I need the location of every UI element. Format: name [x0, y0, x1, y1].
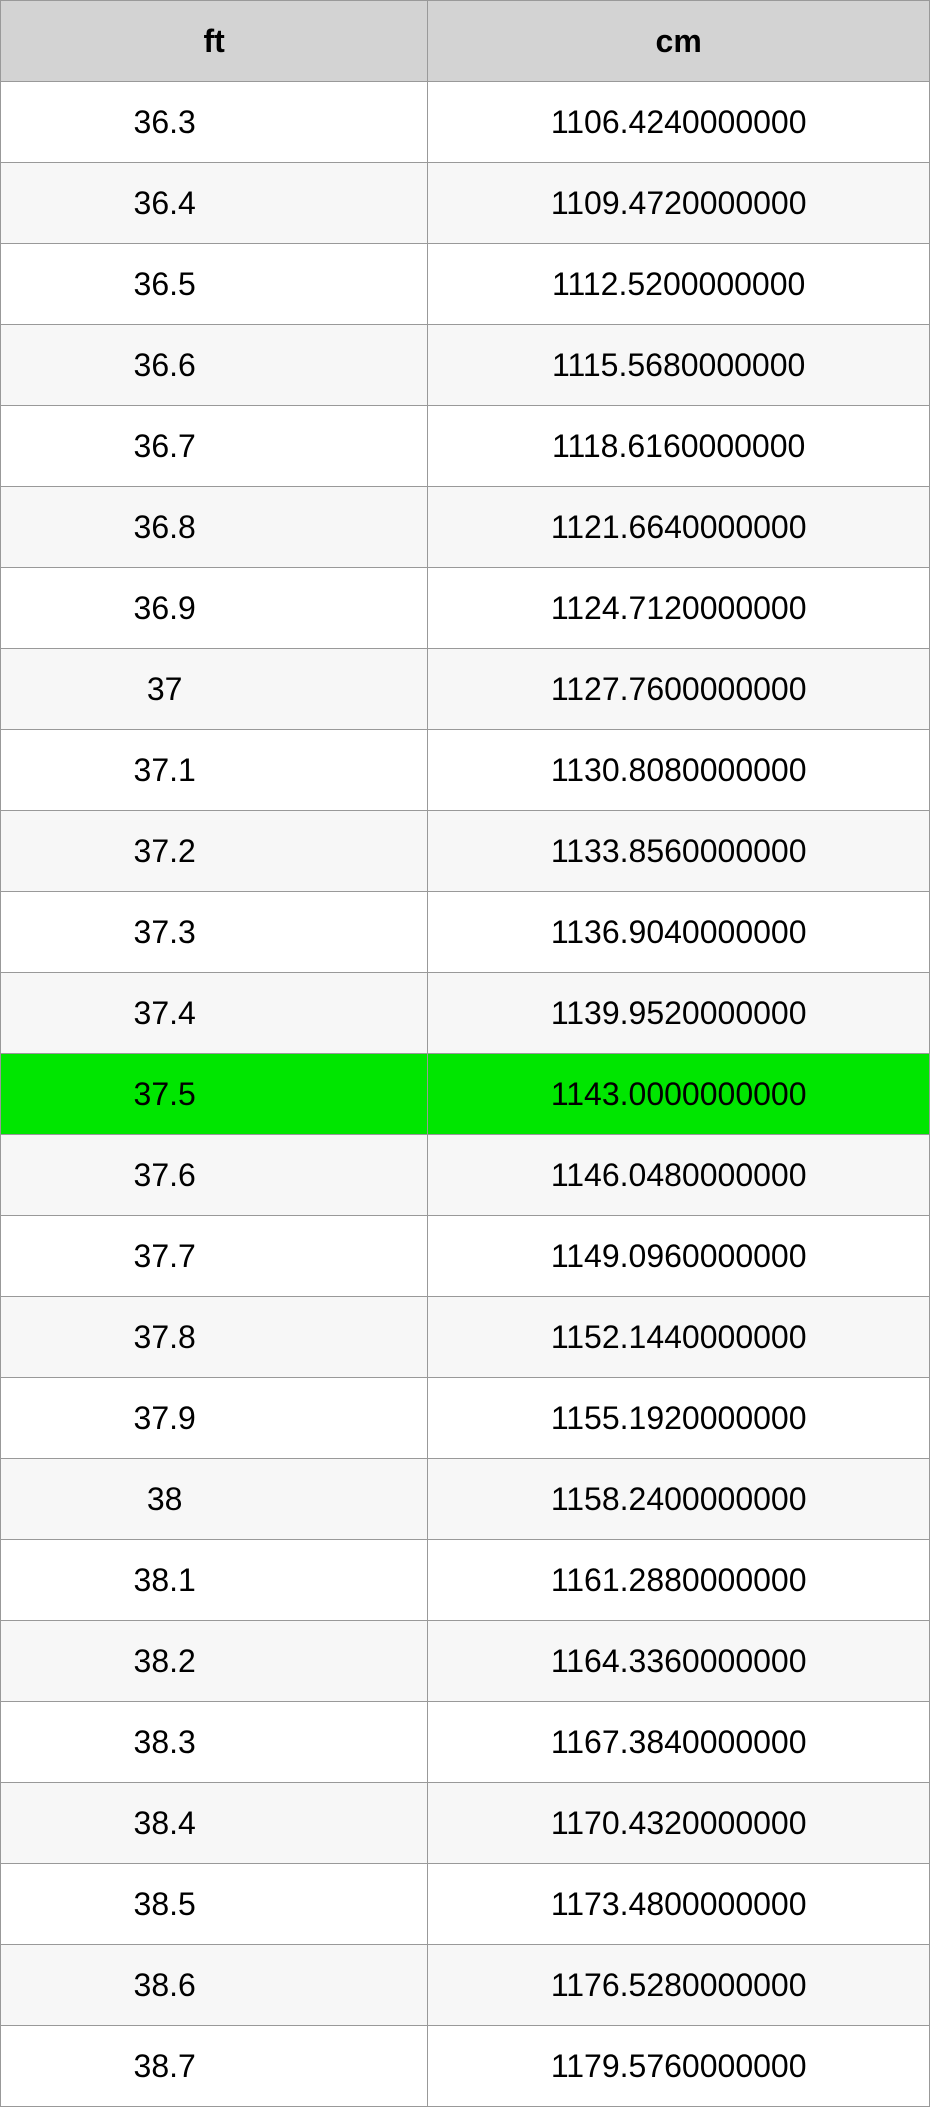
cell-cm: 1106.4240000000 [428, 82, 930, 163]
cell-ft: 37.8 [1, 1297, 428, 1378]
cell-ft: 38 [1, 1459, 428, 1540]
cell-ft: 37.2 [1, 811, 428, 892]
cell-cm: 1173.4800000000 [428, 1864, 930, 1945]
conversion-table: ft cm 36.31106.424000000036.41109.472000… [0, 0, 930, 2107]
table-row: 37.11130.8080000000 [1, 730, 930, 811]
cell-cm: 1124.7120000000 [428, 568, 930, 649]
cell-ft: 36.4 [1, 163, 428, 244]
table-row: 381158.2400000000 [1, 1459, 930, 1540]
table-header-row: ft cm [1, 1, 930, 82]
cell-ft: 36.9 [1, 568, 428, 649]
cell-cm: 1112.5200000000 [428, 244, 930, 325]
table-row: 36.51112.5200000000 [1, 244, 930, 325]
cell-ft: 37.6 [1, 1135, 428, 1216]
cell-ft: 38.1 [1, 1540, 428, 1621]
cell-ft: 37.3 [1, 892, 428, 973]
cell-ft: 37.7 [1, 1216, 428, 1297]
cell-ft: 38.4 [1, 1783, 428, 1864]
table-row: 37.81152.1440000000 [1, 1297, 930, 1378]
table-row: 37.71149.0960000000 [1, 1216, 930, 1297]
table-row: 37.51143.0000000000 [1, 1054, 930, 1135]
table-row: 37.41139.9520000000 [1, 973, 930, 1054]
table-row: 37.21133.8560000000 [1, 811, 930, 892]
cell-cm: 1152.1440000000 [428, 1297, 930, 1378]
cell-cm: 1136.9040000000 [428, 892, 930, 973]
table-body: 36.31106.424000000036.41109.472000000036… [1, 82, 930, 2107]
cell-cm: 1161.2880000000 [428, 1540, 930, 1621]
cell-ft: 36.7 [1, 406, 428, 487]
cell-ft: 38.7 [1, 2026, 428, 2107]
table-row: 36.31106.4240000000 [1, 82, 930, 163]
cell-cm: 1109.4720000000 [428, 163, 930, 244]
table-row: 37.91155.1920000000 [1, 1378, 930, 1459]
table-row: 36.41109.4720000000 [1, 163, 930, 244]
column-header-ft: ft [1, 1, 428, 82]
cell-ft: 38.3 [1, 1702, 428, 1783]
cell-cm: 1149.0960000000 [428, 1216, 930, 1297]
cell-ft: 38.6 [1, 1945, 428, 2026]
cell-cm: 1121.6640000000 [428, 487, 930, 568]
cell-ft: 36.5 [1, 244, 428, 325]
cell-ft: 38.2 [1, 1621, 428, 1702]
table-row: 36.71118.6160000000 [1, 406, 930, 487]
cell-ft: 36.3 [1, 82, 428, 163]
table-row: 36.61115.5680000000 [1, 325, 930, 406]
cell-ft: 36.6 [1, 325, 428, 406]
table-row: 38.21164.3360000000 [1, 1621, 930, 1702]
table-row: 38.41170.4320000000 [1, 1783, 930, 1864]
table-row: 38.11161.2880000000 [1, 1540, 930, 1621]
table-row: 36.91124.7120000000 [1, 568, 930, 649]
column-header-cm: cm [428, 1, 930, 82]
cell-cm: 1146.0480000000 [428, 1135, 930, 1216]
cell-ft: 38.5 [1, 1864, 428, 1945]
cell-cm: 1170.4320000000 [428, 1783, 930, 1864]
cell-cm: 1155.1920000000 [428, 1378, 930, 1459]
cell-cm: 1139.9520000000 [428, 973, 930, 1054]
cell-cm: 1133.8560000000 [428, 811, 930, 892]
table-row: 38.61176.5280000000 [1, 1945, 930, 2026]
cell-cm: 1118.6160000000 [428, 406, 930, 487]
cell-ft: 36.8 [1, 487, 428, 568]
cell-cm: 1176.5280000000 [428, 1945, 930, 2026]
cell-cm: 1130.8080000000 [428, 730, 930, 811]
table-row: 36.81121.6640000000 [1, 487, 930, 568]
cell-ft: 37.5 [1, 1054, 428, 1135]
cell-cm: 1179.5760000000 [428, 2026, 930, 2107]
cell-ft: 37.1 [1, 730, 428, 811]
table-row: 38.71179.5760000000 [1, 2026, 930, 2107]
table-row: 37.31136.9040000000 [1, 892, 930, 973]
table-row: 38.31167.3840000000 [1, 1702, 930, 1783]
table-row: 38.51173.4800000000 [1, 1864, 930, 1945]
cell-cm: 1127.7600000000 [428, 649, 930, 730]
cell-cm: 1167.3840000000 [428, 1702, 930, 1783]
table-row: 371127.7600000000 [1, 649, 930, 730]
table-row: 37.61146.0480000000 [1, 1135, 930, 1216]
cell-cm: 1115.5680000000 [428, 325, 930, 406]
cell-ft: 37 [1, 649, 428, 730]
cell-ft: 37.9 [1, 1378, 428, 1459]
cell-cm: 1158.2400000000 [428, 1459, 930, 1540]
cell-ft: 37.4 [1, 973, 428, 1054]
cell-cm: 1143.0000000000 [428, 1054, 930, 1135]
cell-cm: 1164.3360000000 [428, 1621, 930, 1702]
